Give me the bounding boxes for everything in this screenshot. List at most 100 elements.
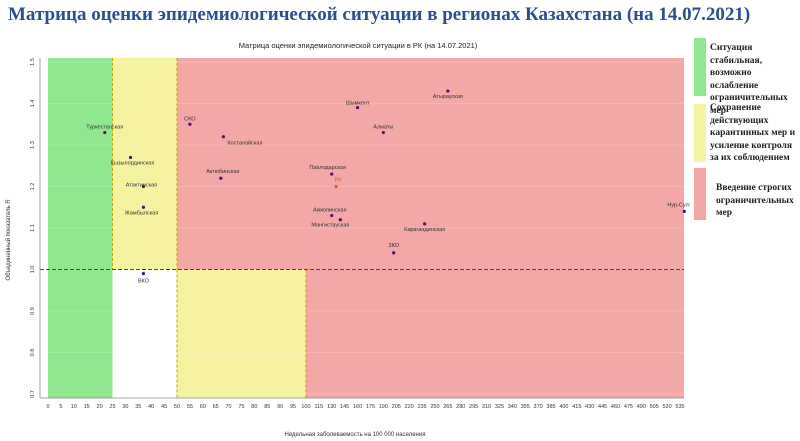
page-title: Матрица оценки эпидемиологической ситуац…: [8, 4, 751, 25]
x-tick-label: 430: [585, 404, 594, 410]
zone-red-upper: [176, 58, 684, 270]
x-tick-label: 5: [59, 404, 62, 410]
x-tick-label: 0: [46, 404, 49, 410]
legend-swatch-yellow: [694, 104, 706, 162]
x-tick-label: 65: [213, 404, 219, 410]
y-tick-label: 0.8: [30, 349, 36, 357]
data-point-label: Акмолинская: [313, 208, 346, 214]
x-tick-label: 460: [611, 404, 620, 410]
x-tick-label: 45: [161, 404, 167, 410]
legend-swatch-red: [694, 168, 706, 220]
x-tick-label: 40: [148, 404, 154, 410]
x-tick-label: 535: [675, 404, 684, 410]
x-tick-label: 520: [663, 404, 672, 410]
data-point: [219, 176, 223, 180]
y-axis-label: Объединенный показатель R: [5, 199, 12, 281]
x-tick-label: 265: [443, 404, 452, 410]
y-tick-label: 1.5: [30, 58, 36, 66]
data-point: [188, 122, 192, 126]
x-tick-label: 25: [109, 404, 115, 410]
x-tick-label: 280: [456, 404, 465, 410]
data-point-label: Жамбылская: [125, 210, 159, 216]
x-tick-label: 400: [559, 404, 568, 410]
data-point-label: Атырауская: [433, 94, 463, 100]
x-tick-label: 15: [84, 404, 90, 410]
zone-green: [48, 58, 113, 398]
x-tick-label: 445: [598, 404, 607, 410]
y-tick-label: 0.9: [30, 307, 36, 315]
x-tick-label: 295: [469, 404, 478, 410]
legend-label-red: Введение строгих ограничительных мер: [716, 183, 794, 219]
x-axis-label: Недельная заболеваемость на 100 000 насе…: [285, 432, 426, 438]
x-tick-label: 75: [238, 404, 244, 410]
zone-backgrounds: [48, 58, 684, 398]
data-point: [334, 184, 338, 189]
x-tick-label: 490: [637, 404, 646, 410]
x-tick-label: 160: [353, 404, 362, 410]
zone-yellow-upper: [112, 58, 177, 270]
data-point-label: Алматы: [373, 125, 393, 131]
x-tick-label: 175: [366, 404, 375, 410]
data-point-label: Шымкент: [346, 101, 370, 107]
data-point-label: Атактинская: [126, 183, 157, 189]
legend-swatch-green: [694, 38, 706, 96]
zone-red-lower: [305, 269, 684, 398]
zone-yellow-lower: [176, 269, 306, 398]
x-tick-label: 55: [187, 404, 193, 410]
data-point: [423, 222, 427, 226]
x-tick-label: 70: [226, 404, 232, 410]
x-tick-label: 90: [277, 404, 283, 410]
x-tick-label: 205: [392, 404, 401, 410]
x-tick-label: 100: [301, 404, 310, 410]
legend-label-yellow: Сохранение действующих карантинных мер и…: [710, 103, 796, 164]
y-tick-label: 1.0: [30, 266, 36, 274]
data-point: [355, 106, 360, 110]
x-tick-label: 385: [546, 404, 555, 410]
y-tick-label: 1.2: [30, 183, 36, 191]
data-point: [141, 184, 146, 189]
x-tick-label: 250: [430, 404, 439, 410]
x-tick-label: 95: [290, 404, 296, 410]
y-tick-label: 0.7: [30, 390, 36, 398]
data-point: [128, 155, 133, 160]
x-tick-label: 115: [314, 404, 323, 410]
legend-label-green: Ситуация стабильная, возможно ослабление…: [710, 43, 788, 116]
x-tick-label: 310: [482, 404, 491, 410]
y-tick-label: 1.3: [30, 141, 36, 149]
x-tick-label: 220: [405, 404, 414, 410]
chart-title: Матрица оценки эпидемиологической ситуац…: [239, 41, 478, 50]
x-tick-label: 355: [521, 404, 530, 410]
data-point-label: Мангистауская: [311, 223, 349, 229]
x-tick-label: 190: [379, 404, 388, 410]
x-tick-label: 415: [572, 404, 581, 410]
data-point: [141, 272, 146, 276]
x-tick-label: 475: [624, 404, 633, 410]
data-point-label: РК: [335, 178, 343, 184]
data-point: [141, 205, 146, 209]
data-point: [381, 130, 385, 135]
x-tick-label: 145: [340, 404, 349, 410]
x-tick-label: 60: [200, 404, 206, 410]
x-tick-label: 370: [534, 404, 543, 410]
data-point: [221, 135, 226, 139]
x-tick-label: 35: [135, 404, 141, 410]
y-tick-label: 1.1: [30, 224, 36, 232]
y-tick-labels: 0.7 0.8 0.9 1.0 1.1 1.2 1.3 1.4 1.5: [30, 58, 36, 398]
x-tick-label: 30: [122, 404, 128, 410]
x-tick-label: 130: [327, 404, 336, 410]
x-tick-label: 85: [264, 404, 270, 410]
x-tick-label: 235: [417, 404, 426, 410]
x-tick-label: 80: [251, 404, 257, 410]
x-tick-label: 505: [650, 404, 659, 410]
data-point: [392, 251, 396, 255]
data-point: [103, 130, 107, 135]
data-point-label: Кызылординская: [111, 160, 155, 166]
data-point: [330, 172, 334, 176]
scatter-chart: Матрица оценки эпидемиологической ситуац…: [5, 41, 690, 438]
data-point-label: ВКО: [138, 279, 150, 285]
data-point-label: Туркестанская: [86, 125, 123, 131]
data-point-label: Павлодарская: [309, 165, 346, 171]
data-point-label: Костанайская: [227, 140, 262, 147]
x-tick-label: 10: [71, 404, 77, 410]
data-point: [446, 89, 450, 93]
